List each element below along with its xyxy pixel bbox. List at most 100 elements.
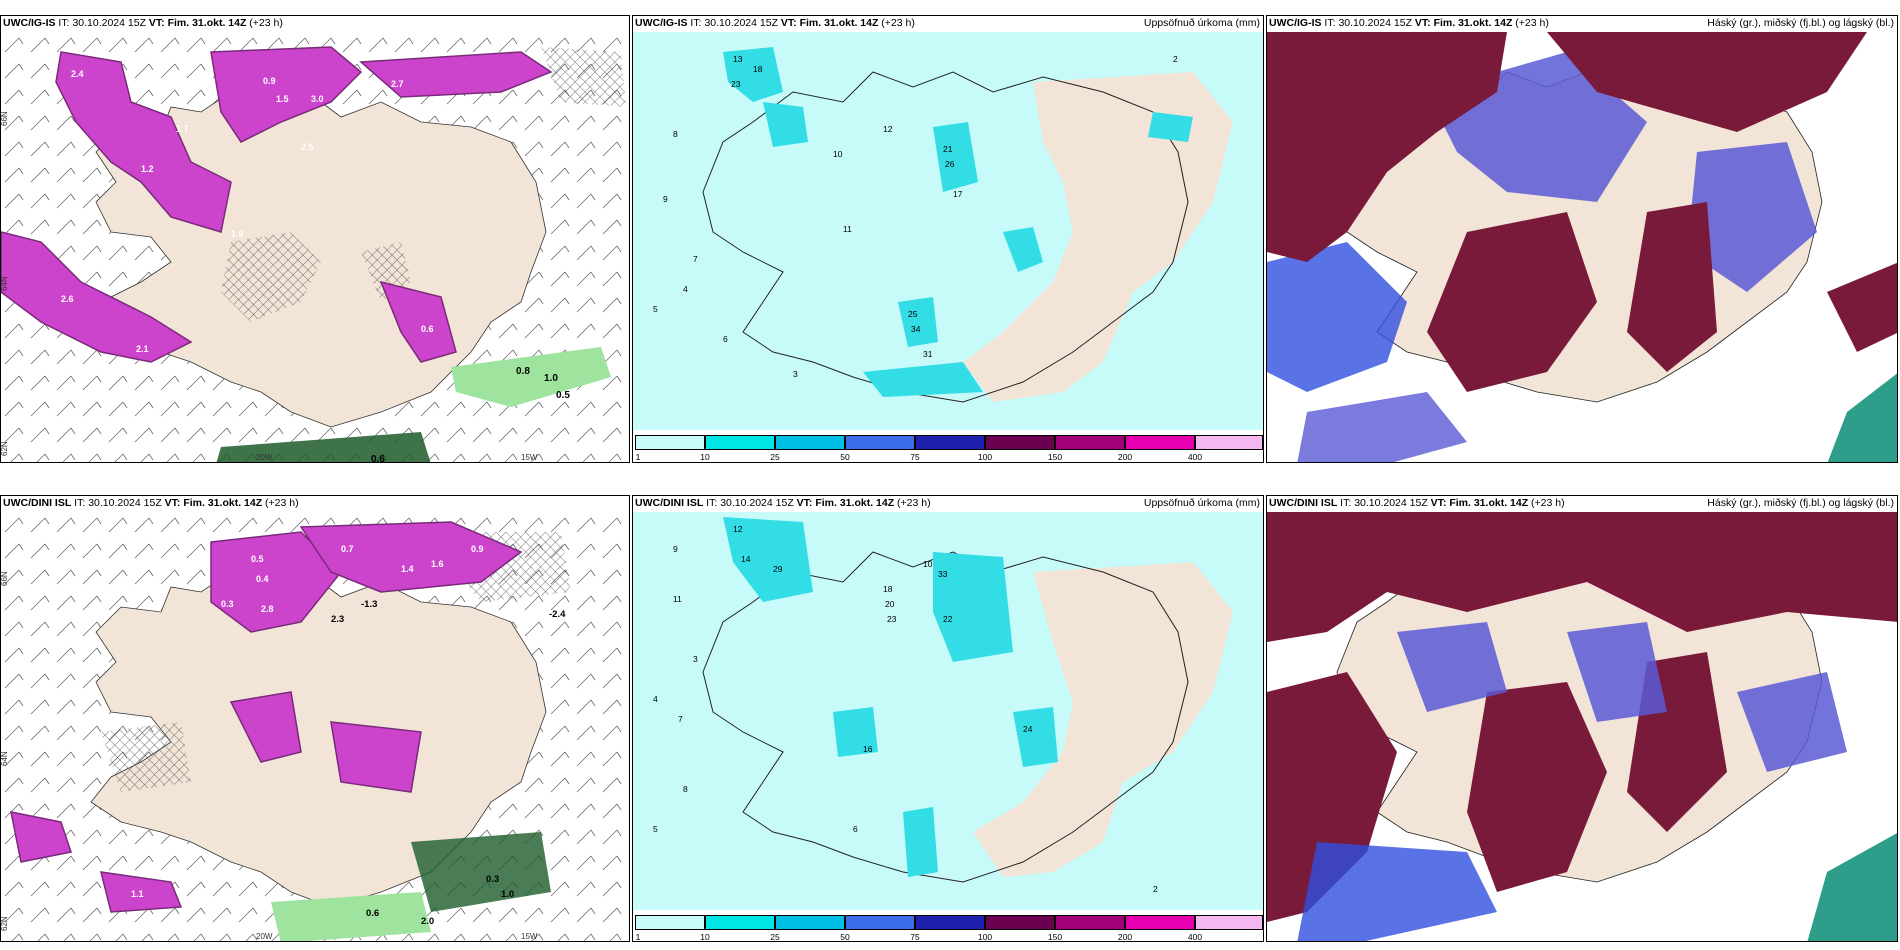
precip-value: 12 <box>733 524 743 534</box>
colorbar-tick: 25 <box>770 452 780 462</box>
precip-heavy <box>723 517 813 602</box>
precip-value: 8 <box>673 129 678 139</box>
colorbar-tick: 50 <box>840 452 850 462</box>
colorbar-bin <box>775 435 845 450</box>
precip-value: 4 <box>683 284 688 294</box>
colorbar-bin <box>985 915 1055 930</box>
high-cloud <box>1467 682 1607 892</box>
snow-value: 2.4 <box>71 69 84 79</box>
precip-value: 3 <box>693 654 698 664</box>
snow-value: 3.0 <box>311 94 324 104</box>
snow-area <box>330 721 422 793</box>
colorbar-bin <box>915 915 985 930</box>
precip-panel-bottom: UWC/DINI ISL IT: 30.10.2024 15Z VT: Fim.… <box>632 495 1264 942</box>
colorbar-bin <box>1055 915 1125 930</box>
precip-value: 13 <box>733 54 743 64</box>
colorbar-bin <box>1125 435 1195 450</box>
panel-title: UWC/DINI ISL IT: 30.10.2024 15Z VT: Fim.… <box>3 497 299 509</box>
precip-value: 14 <box>741 554 751 564</box>
rain-value: 0.5 <box>556 390 570 401</box>
high-cloud <box>1267 672 1397 922</box>
precip-value: 7 <box>693 254 698 264</box>
precip-value: 10 <box>833 149 843 159</box>
precip-heavy <box>933 122 978 192</box>
snow-wind-panel-bottom: UWC/DINI ISL IT: 30.10.2024 15Z VT: Fim.… <box>0 495 630 942</box>
land-dry <box>973 562 1233 877</box>
colorbar-tick: 1 <box>635 932 641 942</box>
mid-cloud <box>1567 622 1667 722</box>
snow-value: 0.5 <box>251 554 264 564</box>
panel-title: UWC/DINI ISL IT: 30.10.2024 15Z VT: Fim.… <box>635 497 931 509</box>
colorbar-bin <box>915 435 985 450</box>
low-cloud <box>1267 242 1407 392</box>
snow-value: 0.9 <box>471 544 484 554</box>
coastline <box>702 71 1189 403</box>
colorbar: 1 10 25 50 75 100 150 200 400 <box>635 435 1263 462</box>
precip-value: 31 <box>923 349 933 359</box>
precip-value: 9 <box>663 194 668 204</box>
colorbar-tick: 150 <box>1047 452 1063 462</box>
precip-value: 12 <box>883 124 893 134</box>
precip-heavy <box>1013 707 1058 767</box>
colorbar: 1 10 25 50 75 100 150 200 400 <box>635 915 1263 942</box>
precip-value: 24 <box>1023 724 1033 734</box>
colorbar-bin <box>635 915 705 930</box>
colorbar-tick: 10 <box>700 932 710 942</box>
rain-value: 0.8 <box>516 366 530 377</box>
hatch-zone <box>541 47 626 107</box>
cloud-title: Háský (gr.), miðský (fj.bl.) og lágský (… <box>1707 497 1894 509</box>
precip-value: 22 <box>943 614 953 624</box>
snow-value: 1.6 <box>231 229 244 239</box>
colorbar-tick: 100 <box>977 932 993 942</box>
colorbar-bin <box>845 435 915 450</box>
rain-value: 1.0 <box>501 889 514 900</box>
colorbar-tick: 150 <box>1047 932 1063 942</box>
precip-heavy <box>863 362 983 397</box>
snow-value: 1.5 <box>276 94 289 104</box>
precip-value: 11 <box>673 594 682 604</box>
precip-heavy <box>723 47 783 102</box>
precip-value: 2 <box>1153 884 1158 894</box>
colorbar-bin <box>1125 915 1195 930</box>
colorbar-tick: 10 <box>700 452 710 462</box>
precip-map: 13 18 23 12 21 26 17 34 25 31 8 9 7 5 6 … <box>633 32 1263 430</box>
colorbar-tick: 50 <box>840 932 850 942</box>
snow-value: 1.2 <box>141 164 154 174</box>
colorbar-tick: 25 <box>770 932 780 942</box>
precip-value: 10 <box>923 559 933 569</box>
colorbar-bin <box>1195 435 1263 450</box>
snow-area <box>299 521 523 593</box>
precip-value: 5 <box>653 304 658 314</box>
snow-wind-map: 0.5 0.4 0.3 2.8 1.4 1.6 0.7 0.9 1.1 2.3 … <box>1 512 629 941</box>
rain-value: 0.3 <box>486 874 499 885</box>
low-cloud <box>1827 373 1897 462</box>
snow-area <box>210 531 343 633</box>
panel-title: UWC/DINI ISL IT: 30.10.2024 15Z VT: Fim.… <box>1269 497 1565 509</box>
precip-value: 8 <box>683 784 688 794</box>
precip-value: 29 <box>773 564 783 574</box>
precip-value: 26 <box>945 159 955 169</box>
snow-value: 0.7 <box>341 544 354 554</box>
precip-value: 6 <box>853 824 858 834</box>
lat-label: 66N <box>1 111 9 126</box>
precip-panel-top: UWC/IG-IS IT: 30.10.2024 15Z VT: Fim. 31… <box>632 15 1264 463</box>
colorbar-tick: 75 <box>910 932 920 942</box>
low-cloud <box>1807 833 1897 941</box>
hatch-zone <box>101 722 191 792</box>
colorbar-tick: 400 <box>1187 452 1203 462</box>
snow-area <box>210 46 363 143</box>
cloud-panel-bottom: UWC/DINI ISL IT: 30.10.2024 15Z VT: Fim.… <box>1266 495 1898 942</box>
lat-label: 64N <box>1 751 9 766</box>
rain-value: 0.6 <box>371 454 385 463</box>
snow-value: 2.3 <box>331 614 344 625</box>
high-cloud <box>1427 212 1597 392</box>
snow-value: 0.6 <box>421 324 434 334</box>
precip-value: 4 <box>653 694 658 704</box>
precip-heavy <box>898 297 938 347</box>
precip-value: 5 <box>653 824 658 834</box>
hatch-zone <box>221 232 321 322</box>
panel-title: UWC/IG-IS IT: 30.10.2024 15Z VT: Fim. 31… <box>635 17 915 29</box>
precip-value: 23 <box>887 614 897 624</box>
lon-label: 15W <box>521 932 538 941</box>
snow-value: -2.4 <box>549 609 566 620</box>
